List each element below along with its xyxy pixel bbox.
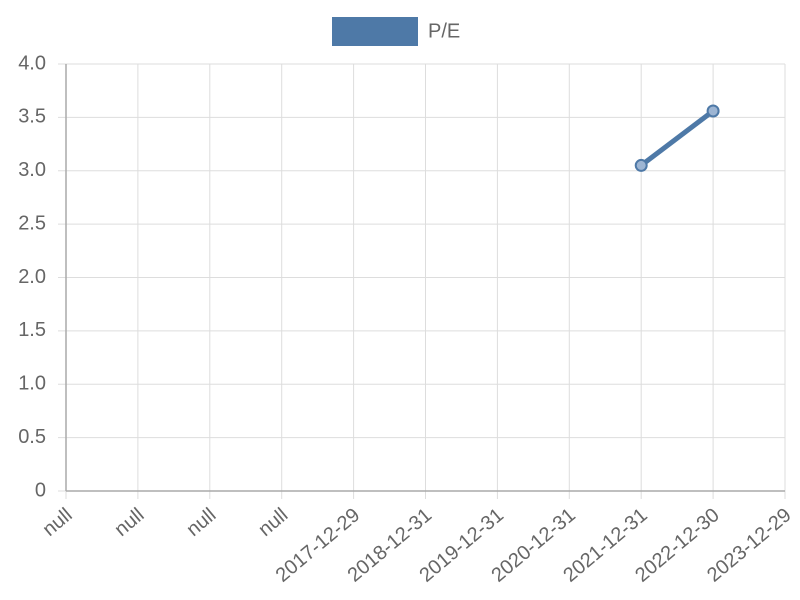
- y-tick-label: 2.0: [18, 266, 46, 288]
- data-point: [706, 104, 720, 118]
- y-tick-label: 0: [35, 479, 46, 501]
- y-tick-label: 3.0: [18, 159, 46, 181]
- series-line: [639, 108, 715, 168]
- y-tick-label: 0.5: [18, 426, 46, 448]
- y-tick-label: 4.0: [18, 52, 46, 74]
- x-tick-label: null: [39, 504, 77, 541]
- legend-swatch: [332, 17, 418, 46]
- y-tick-label: 1.5: [18, 319, 46, 341]
- x-tick-label: null: [111, 504, 149, 541]
- y-tick-label: 3.5: [18, 106, 46, 128]
- y-tick-label: 2.5: [18, 212, 46, 234]
- legend-label: P/E: [428, 20, 460, 42]
- data-point: [634, 158, 648, 172]
- y-tick-label: 1.0: [18, 373, 46, 395]
- x-tick-label: null: [182, 504, 220, 541]
- x-tick-label: null: [254, 504, 292, 541]
